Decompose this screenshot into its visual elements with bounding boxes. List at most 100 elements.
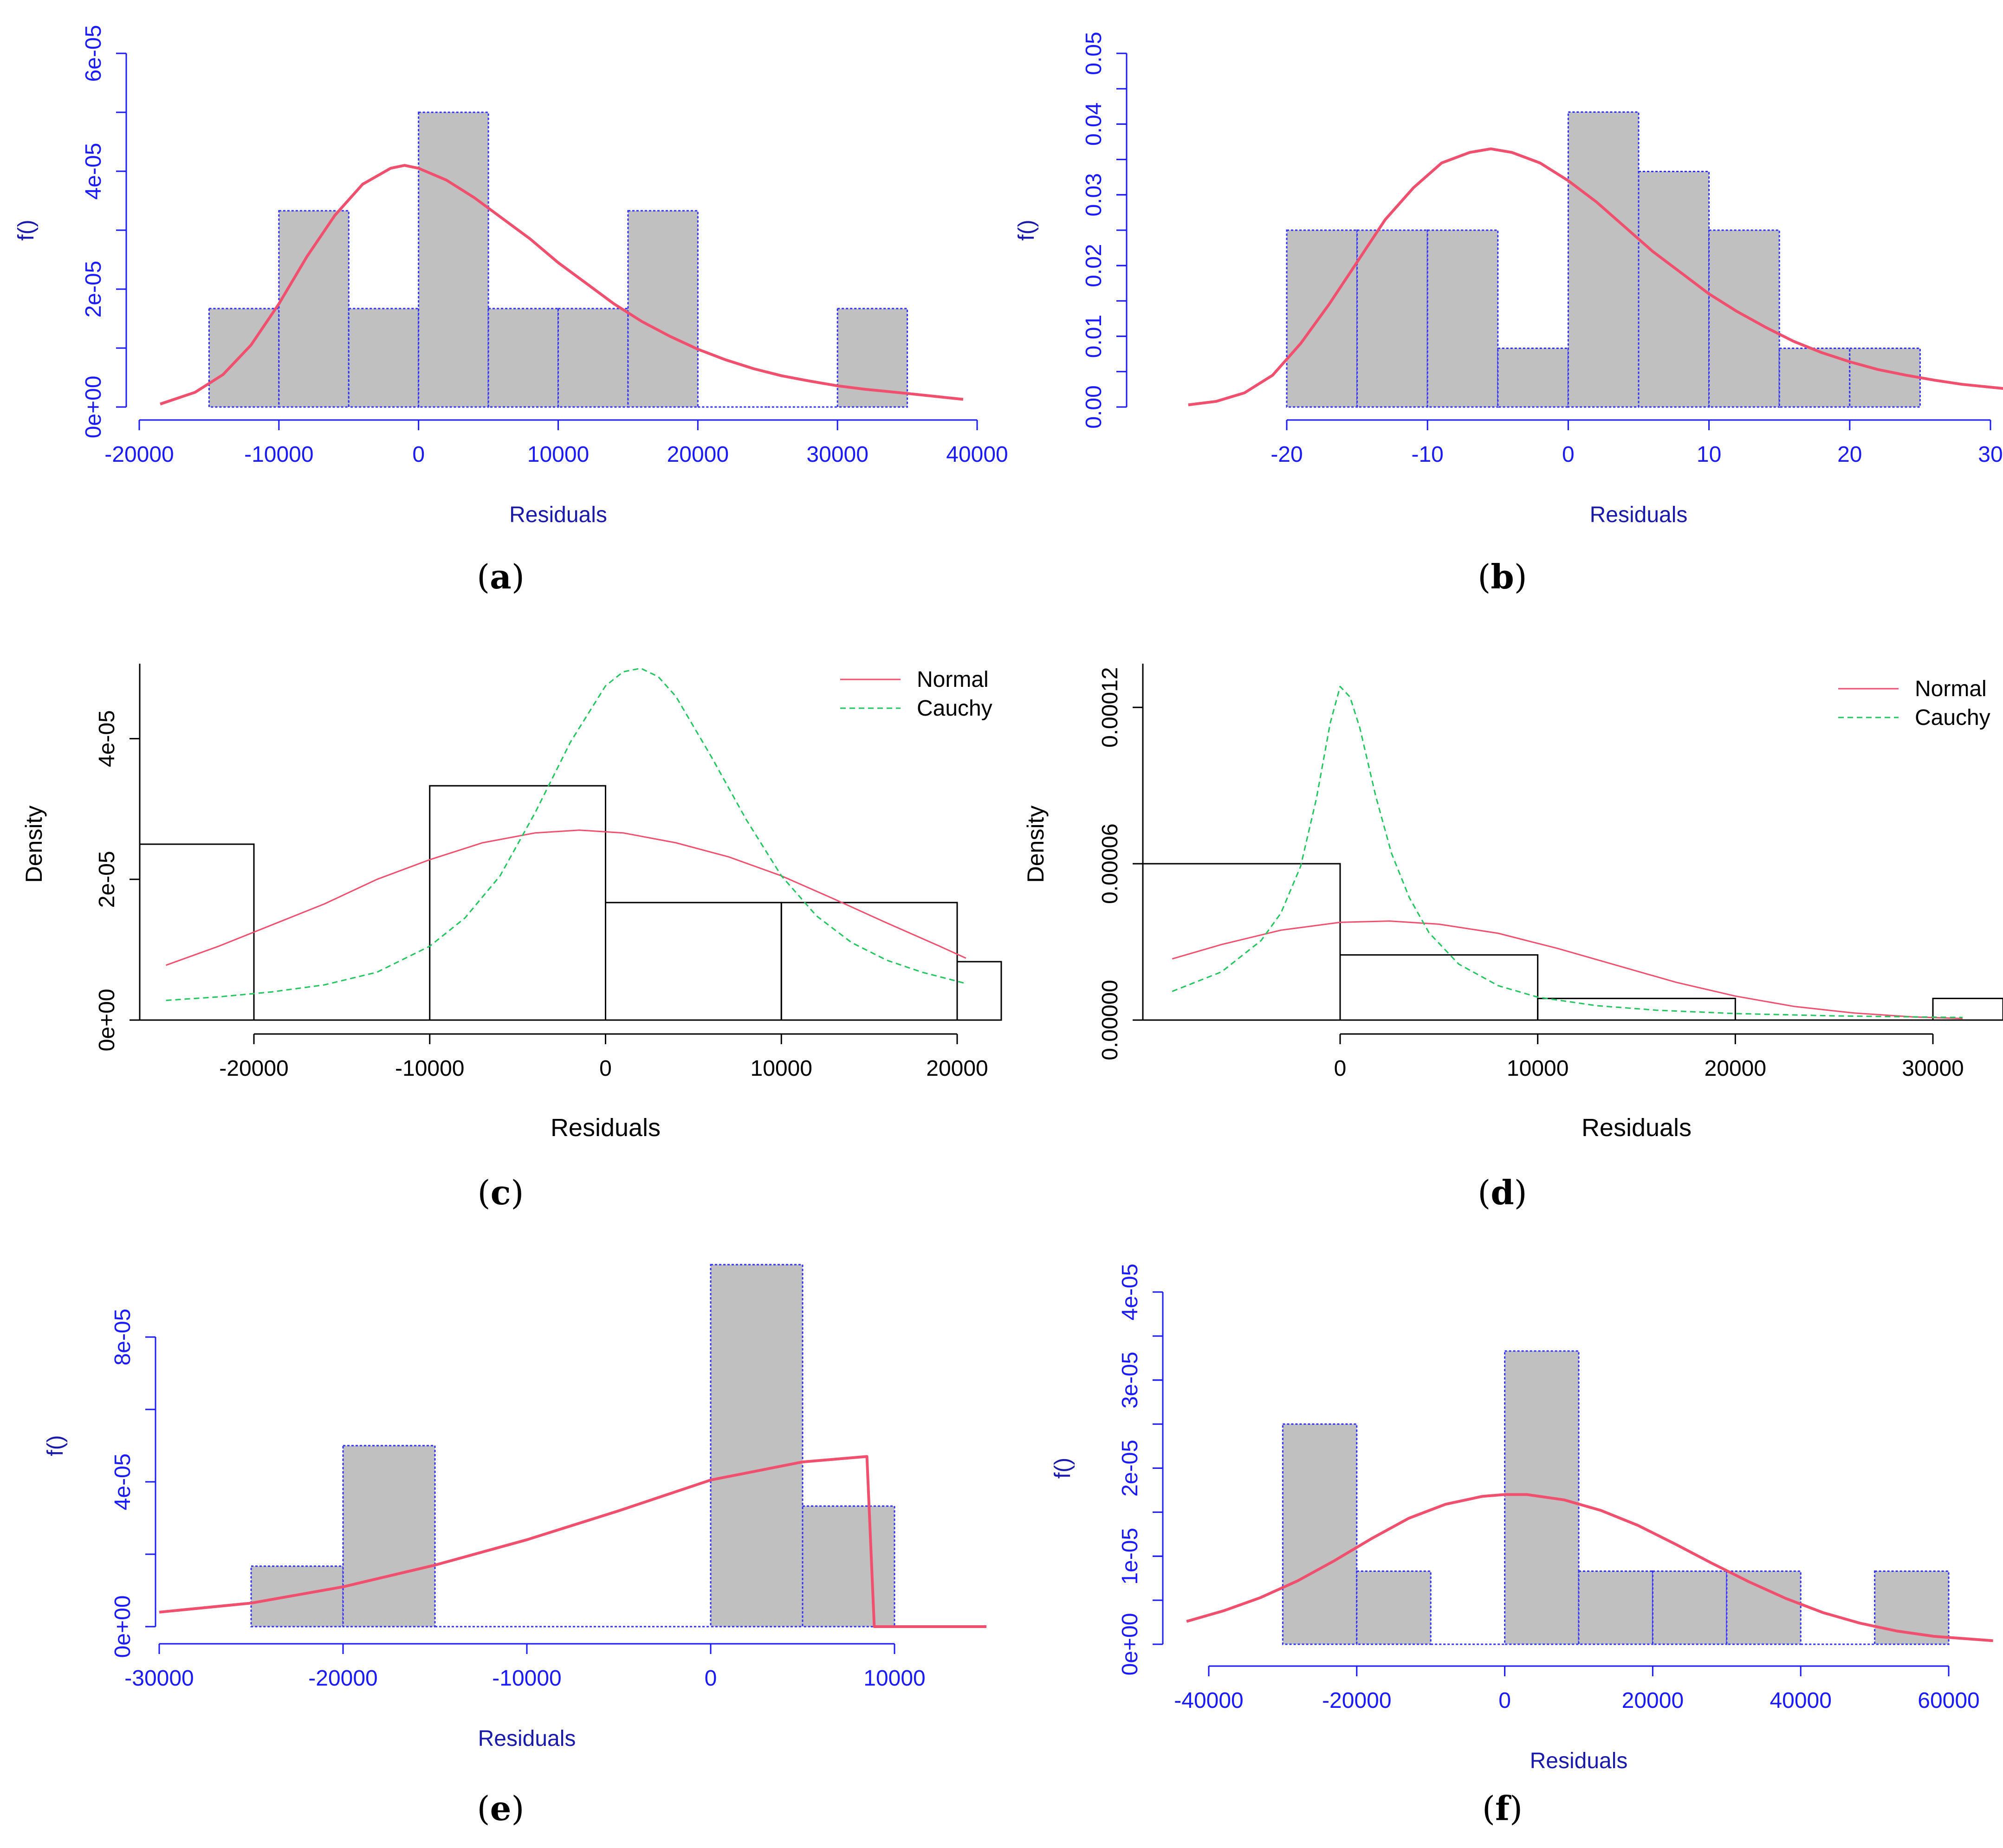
x-tick-label: 0	[412, 442, 425, 467]
y-tick-label: 8e-05	[110, 1309, 135, 1366]
x-tick-label: 40000	[1770, 1688, 1831, 1713]
x-axis-f: -40000 -20000 0 20000 40000 60000	[1174, 1665, 1980, 1713]
y-axis-e: 0e+00 4e-05 8e-05	[110, 1309, 156, 1658]
bar	[429, 785, 606, 1021]
legend-label: Normal	[917, 667, 989, 692]
density-curve-normal	[1172, 920, 1963, 1020]
y-tick-label: 4e-05	[95, 710, 119, 767]
x-tick-label: 20000	[1622, 1688, 1684, 1713]
x-tick-label: 10000	[863, 1666, 925, 1691]
y-tick-label: 0.04	[1082, 103, 1106, 146]
y-axis-title: f()	[1050, 1458, 1075, 1479]
bar	[956, 961, 1002, 1021]
bar	[557, 308, 629, 408]
caption-f: (f)	[1482, 1789, 1523, 1828]
y-tick-label: 2e-05	[81, 261, 106, 318]
y-tick-label: 4e-05	[1118, 1264, 1142, 1321]
x-axis-a: -20000 -10000 0 10000 20000 30000 40000	[104, 419, 1008, 467]
x-tick-label: -20	[1271, 442, 1303, 467]
x-tick-label: 30000	[1902, 1056, 1964, 1081]
y-axis-title: f()	[14, 220, 39, 240]
bar	[1426, 229, 1499, 408]
x-tick-label: -20000	[1322, 1688, 1391, 1713]
caption-a: (a)	[477, 557, 525, 596]
x-tick-label: 10000	[1507, 1056, 1569, 1081]
x-tick-label: 0	[1562, 442, 1575, 467]
density-curve-fitted-density	[1186, 1493, 1993, 1642]
panel-a: -20000 -10000 0 10000 20000 30000 40000 0e+00 2e…	[0, 0, 1008, 616]
caption-e: (e)	[477, 1789, 525, 1828]
panel-b: -20 -10 0 10 20 30 0.00 0.01 0.02 0.03 0.04 0.05 Res…	[1002, 0, 2003, 616]
bar	[418, 111, 489, 408]
legend-label: Cauchy	[917, 696, 992, 721]
y-axis-c: 0e+00 2e-05 4e-05	[95, 664, 141, 1051]
y-axis-title: Density	[21, 806, 47, 883]
x-tick-label: -40000	[1174, 1688, 1243, 1713]
y-tick-label: 0.00000	[1098, 980, 1122, 1060]
caption-b: (b)	[1478, 557, 1527, 596]
y-axis-f: 0e+00 1e-05 2e-05 3e-05 4e-05	[1118, 1264, 1164, 1675]
y-tick-label: 0.00006	[1098, 823, 1122, 904]
bar	[1497, 348, 1569, 408]
bar	[250, 1565, 344, 1628]
y-tick-label: 1e-05	[1118, 1528, 1142, 1585]
y-axis-title: Density	[1023, 806, 1049, 883]
x-tick-label: 30	[1978, 442, 2003, 467]
x-tick-label: 30000	[806, 442, 868, 467]
legend-label: Cauchy	[1915, 705, 1990, 730]
bar	[1356, 1570, 1432, 1645]
bar	[487, 308, 559, 408]
y-tick-label: 0.03	[1082, 173, 1106, 216]
bar	[139, 843, 255, 1021]
x-axis-title: Residuals	[509, 503, 607, 527]
x-tick-label: 10000	[751, 1056, 812, 1081]
y-tick-label: 0e+00	[110, 1596, 135, 1658]
y-tick-label: 6e-05	[81, 25, 106, 82]
bar	[1142, 863, 1341, 1021]
x-tick-label: 20000	[926, 1056, 988, 1081]
caption-d: (d)	[1478, 1173, 1527, 1212]
y-tick-label: 0.05	[1082, 32, 1106, 75]
x-tick-label: 0	[599, 1056, 612, 1081]
bar	[802, 1505, 895, 1628]
y-axis-title: f()	[1014, 220, 1039, 240]
bar	[1567, 111, 1640, 408]
density-curve-fitted-density	[1188, 147, 2003, 407]
bars-c	[139, 785, 1002, 1021]
x-tick-label: -20000	[308, 1666, 377, 1691]
panel-c: -20000 -10000 0 10000 20000 0e+00 2e-05 4e-05 Re…	[0, 616, 1002, 1232]
panel-e: -30000 -20000 -10000 0 10000 0e+00 4e-05 8e-05 R…	[0, 1232, 1001, 1848]
panel-d: 0 10000 20000 30000 0.00000 0.00006 0.00012 Res…	[1002, 616, 2003, 1232]
bar	[1726, 1570, 1802, 1645]
bars-f	[1282, 1350, 1950, 1645]
bar	[1652, 1570, 1728, 1645]
y-tick-label: 4e-05	[110, 1454, 135, 1511]
bars-e	[250, 1264, 895, 1628]
x-tick-label: 0	[1334, 1056, 1347, 1081]
density-curve-fitted-density	[159, 1455, 986, 1628]
bar	[1282, 1423, 1358, 1645]
bar	[1286, 229, 1358, 408]
density-curve-cauchy	[1172, 685, 1963, 1018]
bars-d	[1142, 863, 2003, 1021]
bar	[627, 210, 699, 408]
y-tick-label: 2e-05	[95, 851, 119, 908]
x-axis-d: 0 10000 20000 30000	[1334, 1033, 1964, 1081]
x-tick-label: 10000	[527, 442, 589, 467]
x-axis-c: -20000 -10000 0 10000 20000	[219, 1033, 988, 1081]
x-axis-title: Residuals	[551, 1114, 661, 1142]
x-tick-label: 20	[1837, 442, 1862, 467]
x-axis-title: Residuals	[1530, 1749, 1628, 1773]
density-curve-normal	[166, 829, 966, 966]
bar	[1849, 348, 1921, 408]
chart-d-svg: 0 10000 20000 30000 0.00000 0.00006 0.00012 Res…	[1023, 664, 2003, 1142]
x-tick-label: 0	[1498, 1688, 1511, 1713]
y-tick-label: 2e-05	[1118, 1440, 1142, 1497]
chart-a-svg: -20000 -10000 0 10000 20000 30000 40000 0e+00 2e…	[14, 25, 1008, 527]
bars-a	[208, 111, 908, 408]
y-tick-label: 0e+00	[81, 376, 106, 439]
bar	[1339, 954, 1539, 1021]
x-tick-label: 20000	[667, 442, 729, 467]
x-axis-b: -20 -10 0 10 20 30	[1271, 419, 2003, 467]
y-axis-title: f()	[43, 1435, 68, 1456]
